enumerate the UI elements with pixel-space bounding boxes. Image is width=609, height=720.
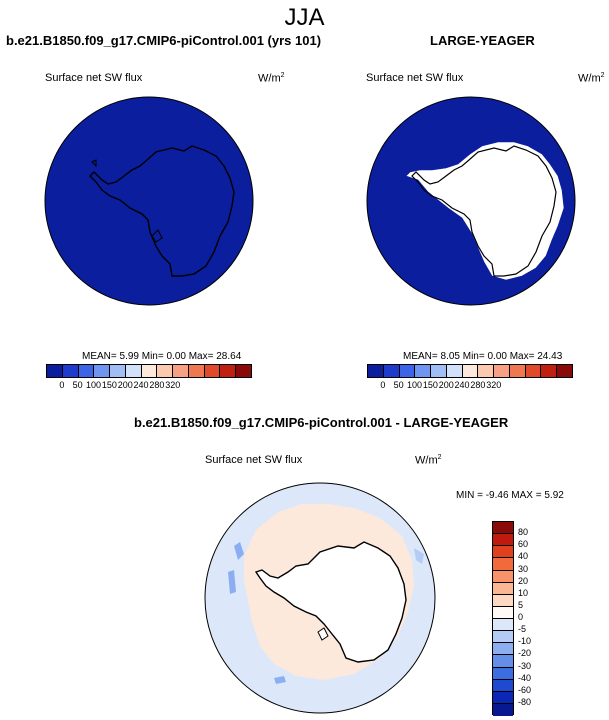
panel2-units: W/m2 bbox=[578, 72, 605, 85]
panel1-colorbar-swatch bbox=[204, 365, 221, 377]
panel1-colorbar-swatch bbox=[125, 365, 142, 377]
panel2-colorbar-tick-label: 0 bbox=[380, 380, 386, 390]
panel3-colorbar-swatch bbox=[493, 691, 513, 704]
panel3-colorbar-swatch bbox=[493, 546, 513, 559]
panel1-colorbar-tick-label: 100 bbox=[86, 380, 102, 390]
panel3-colorbar-tick-label: 30 bbox=[518, 563, 529, 574]
panel1-colorbar-tick-label: 150 bbox=[101, 380, 117, 390]
panel3-colorbar-swatch bbox=[493, 582, 513, 595]
panel3-antarctica-outline bbox=[254, 541, 407, 663]
panel2-polar-map bbox=[366, 96, 576, 306]
panel3-colorbar-swatch bbox=[493, 643, 513, 656]
panel2-colorbar-ticks: 0 50 100 150 200 240 280 320 bbox=[367, 380, 573, 392]
panel1-colorbar-swatch bbox=[141, 365, 158, 377]
panel1-title: b.e21.B1850.f09_g17.CMIP6-piControl.001 … bbox=[6, 33, 322, 48]
panel2-colorbar-tick-label: 150 bbox=[422, 380, 438, 390]
panel3-stats: MIN = -9.46 MAX = 5.92 bbox=[456, 490, 564, 501]
panel3-colorbar-tick-label: 10 bbox=[518, 587, 529, 598]
panel3-colorbar-swatch bbox=[493, 631, 513, 644]
panel1-antarctica-outline bbox=[89, 145, 235, 277]
panel3-colorbar-swatch bbox=[493, 679, 513, 692]
panel1-units: W/m2 bbox=[258, 72, 285, 85]
panel1-colorbar-swatch bbox=[110, 365, 126, 377]
panel3-colorbar-tick-label: -60 bbox=[518, 684, 532, 695]
panel3-colorbar-swatch bbox=[493, 558, 513, 571]
panel3-colorbar-tick-label: 0 bbox=[518, 612, 524, 622]
panel3-colorbar-tick-label: -20 bbox=[518, 648, 532, 659]
panel1-stats: MEAN= 5.99 Min= 0.00 Max= 28.64 bbox=[82, 351, 242, 362]
panel2-colorbar-swatch bbox=[525, 365, 542, 377]
panel2-colorbar-tick-label: 240 bbox=[454, 380, 470, 390]
panel1-polar-map bbox=[44, 96, 254, 306]
panel3-colorbar-swatch bbox=[493, 655, 513, 668]
panel1-colorbar bbox=[46, 364, 252, 378]
panel1-colorbar-swatch bbox=[94, 365, 111, 377]
panel3-variable-label: Surface net SW flux bbox=[205, 454, 303, 466]
panel2-colorbar-swatch bbox=[462, 365, 479, 377]
panel2-colorbar-tick-label: 280 bbox=[470, 380, 486, 390]
panel2-colorbar-tick-label: 100 bbox=[407, 380, 423, 390]
panel2-colorbar-swatch bbox=[494, 365, 510, 377]
panel2-colorbar-swatch bbox=[383, 365, 400, 377]
panel1-colorbar-tick-label: 50 bbox=[72, 380, 83, 390]
panel1-colorbar-swatch bbox=[47, 365, 63, 377]
panel3-units: W/m2 bbox=[415, 454, 442, 467]
panel1-colorbar-tick-label: 0 bbox=[59, 380, 65, 390]
panel3-colorbar-tick-label: 80 bbox=[518, 527, 529, 538]
panel1-colorbar-swatch bbox=[220, 365, 237, 377]
panel1-variable-label: Surface net SW flux bbox=[45, 72, 143, 84]
panel3-colorbar-ticks: 80 60 40 30 20 10 5 0 -5 -10 -20 -30 -40 -60 -80 bbox=[518, 521, 546, 715]
panel2-colorbar-swatch bbox=[541, 365, 558, 377]
panel3-colorbar-tick-label: -40 bbox=[518, 672, 532, 683]
panel3-colorbar-tick-label: 40 bbox=[518, 551, 529, 562]
panel1-colorbar-swatch bbox=[188, 365, 205, 377]
panel3-title: b.e21.B1850.f09_g17.CMIP6-piControl.001 … bbox=[134, 415, 509, 430]
panel2-colorbar-tick-label: 200 bbox=[438, 380, 454, 390]
panel2-colorbar-swatch bbox=[431, 365, 447, 377]
panel3-colorbar bbox=[492, 521, 514, 716]
panel3-colorbar-swatch bbox=[493, 703, 513, 716]
panel2-title: LARGE-YEAGER bbox=[430, 33, 535, 48]
panel2-colorbar-swatch bbox=[399, 365, 416, 377]
panel2-antarctica-outline bbox=[411, 145, 557, 277]
panel3-colorbar-swatch bbox=[493, 594, 513, 607]
panel2-colorbar-tick-label: 320 bbox=[486, 380, 502, 390]
panel3-colorbar-tick-label: -5 bbox=[518, 624, 527, 635]
panel3-colorbar-tick-label: 20 bbox=[518, 575, 529, 586]
panel3-colorbar-tick-label: -30 bbox=[518, 660, 532, 671]
panel2-stats: MEAN= 8.05 Min= 0.00 Max= 24.43 bbox=[403, 351, 563, 362]
panel2-colorbar-swatch bbox=[368, 365, 384, 377]
panel3-colorbar-swatch bbox=[493, 667, 513, 680]
panel2-colorbar bbox=[367, 364, 573, 378]
panel3-colorbar-tick-label: 60 bbox=[518, 539, 529, 550]
panel3-colorbar-tick-label: -80 bbox=[518, 696, 532, 707]
panel1-colorbar-swatch bbox=[173, 365, 189, 377]
panel3-colorbar-swatch bbox=[493, 606, 513, 619]
panel3-colorbar-tick-label: 5 bbox=[518, 599, 524, 610]
panel1-colorbar-ticks: 0 50 100 150 200 240 280 320 bbox=[46, 380, 252, 392]
panel1-colorbar-swatch bbox=[78, 365, 95, 377]
panel3-colorbar-swatch bbox=[493, 534, 513, 547]
panel3-colorbar-swatch bbox=[493, 570, 513, 583]
panel2-colorbar-tick-label: 50 bbox=[393, 380, 404, 390]
panel3-colorbar-tick-label: -10 bbox=[518, 636, 532, 647]
panel1-colorbar-swatch bbox=[157, 365, 174, 377]
panel1-colorbar-swatch bbox=[62, 365, 79, 377]
panel1-colorbar-tick-label: 200 bbox=[117, 380, 133, 390]
panel2-colorbar-swatch bbox=[509, 365, 526, 377]
panel1-colorbar-swatch bbox=[236, 365, 251, 377]
panel2-colorbar-swatch bbox=[478, 365, 495, 377]
panel3-polar-map bbox=[204, 482, 436, 714]
panel3-colorbar-swatch bbox=[493, 619, 513, 632]
panel1-colorbar-tick-label: 240 bbox=[133, 380, 149, 390]
panel2-variable-label: Surface net SW flux bbox=[366, 72, 464, 84]
panel3-colorbar-swatch bbox=[493, 522, 513, 535]
panel2-colorbar-swatch bbox=[557, 365, 572, 377]
panel1-colorbar-tick-label: 280 bbox=[149, 380, 165, 390]
panel2-colorbar-swatch bbox=[446, 365, 463, 377]
panel1-colorbar-tick-label: 320 bbox=[165, 380, 181, 390]
panel2-colorbar-swatch bbox=[415, 365, 432, 377]
figure-title: JJA bbox=[284, 4, 325, 31]
